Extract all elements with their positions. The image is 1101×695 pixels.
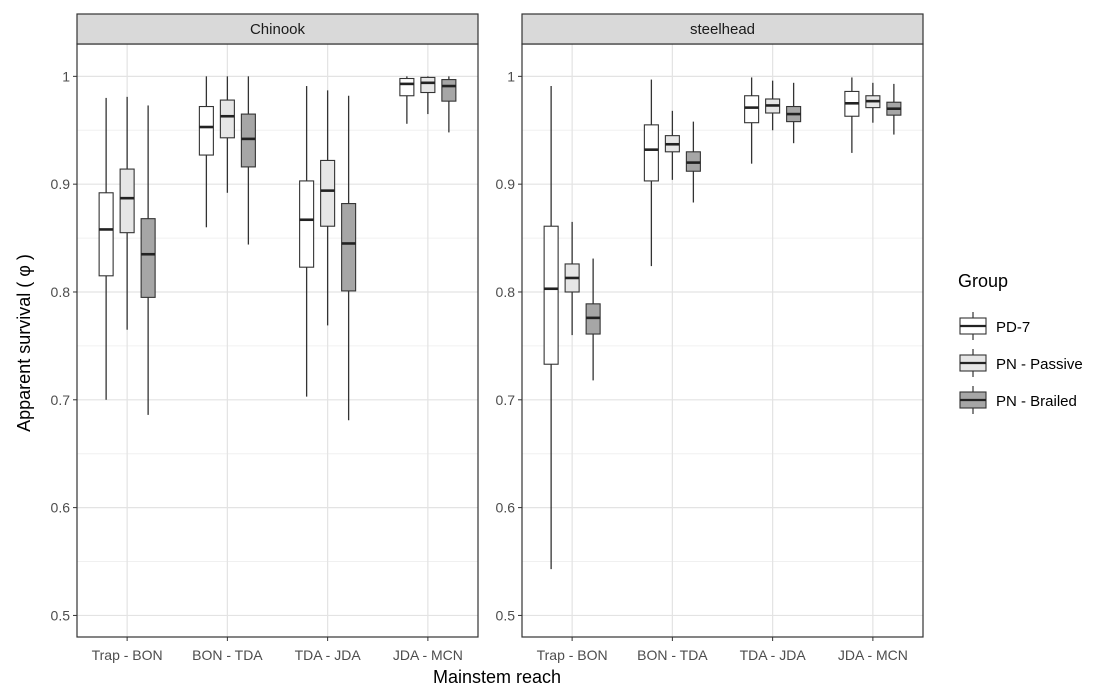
y-tick-label: 0.9 <box>51 176 71 192</box>
x-tick-label: Trap - BON <box>537 647 608 663</box>
box-pn-brailed-3 <box>441 76 457 133</box>
legend-label: PN - Passive <box>996 356 1083 373</box>
box-body <box>299 180 315 268</box>
plot-background <box>77 44 478 637</box>
box-body <box>744 95 760 124</box>
box-body <box>140 218 156 298</box>
box-pn-passive-3 <box>865 82 881 123</box>
box-pd-7-1 <box>643 79 659 267</box>
box-pd-7-0 <box>98 97 114 400</box>
box-pd-7-0 <box>543 86 559 570</box>
x-tick-label: JDA - MCN <box>838 647 908 663</box>
plot-background <box>522 44 923 637</box>
box-pd-7-3 <box>844 77 860 153</box>
y-tick-label: 0.5 <box>496 607 516 623</box>
legend-label: PD-7 <box>996 319 1030 336</box>
box-body <box>219 99 235 139</box>
box-body <box>399 77 415 97</box>
y-tick-label: 0.5 <box>51 607 71 623</box>
box-body <box>240 113 256 168</box>
box-body <box>119 168 135 234</box>
box-pd-7-3 <box>399 76 415 124</box>
y-tick-label: 0.6 <box>496 500 516 516</box>
y-tick-label: 0.9 <box>496 176 516 192</box>
strip-background <box>76 13 479 45</box>
box-body <box>98 192 114 277</box>
box-body <box>320 159 336 227</box>
box-body <box>441 79 457 102</box>
box-pd-7-2 <box>299 86 315 397</box>
box-body <box>643 124 659 182</box>
panel-1: 0.5 0.6 0.7 0.8 0.9 1 Trap - BON BON - TDA TDA -… <box>496 13 924 663</box>
box-pn-passive-3 <box>420 76 436 115</box>
x-axis-title: Mainstem reach <box>433 667 561 687</box>
box-body <box>543 225 559 365</box>
box-pn-passive-1 <box>219 76 235 193</box>
y-tick-label: 0.7 <box>51 392 71 408</box>
box-pd-7-1 <box>198 76 214 228</box>
box-pd-7-2 <box>744 77 760 164</box>
box-pn-passive-0 <box>564 221 580 336</box>
legend: Group PD-7 PN - Passive PN - Brailed <box>958 271 1083 415</box>
strip-background <box>521 13 924 45</box>
legend-label: PN - Brailed <box>996 393 1077 410</box>
legend-key <box>958 348 988 378</box>
box-pn-passive-2 <box>320 90 336 326</box>
box-pn-brailed-0 <box>585 258 601 381</box>
box-pn-passive-0 <box>119 96 135 330</box>
x-tick-label: Trap - BON <box>92 647 163 663</box>
y-tick-label: 0.6 <box>51 500 71 516</box>
x-tick-label: TDA - JDA <box>295 647 362 663</box>
panel-0: 0.5 0.6 0.7 0.8 0.9 1 Trap - BON BON - TDA TDA -… <box>51 13 479 663</box>
y-tick-label: 0.8 <box>51 284 71 300</box>
box-body <box>341 203 357 292</box>
x-tick-label: BON - TDA <box>637 647 708 663</box>
box-body <box>198 105 214 156</box>
box-pn-brailed-3 <box>886 83 902 135</box>
panel-title: steelhead <box>690 21 755 38</box>
legend-key <box>958 311 988 341</box>
box-pn-brailed-2 <box>341 95 357 421</box>
y-tick-label: 0.7 <box>496 392 516 408</box>
x-tick-label: BON - TDA <box>192 647 263 663</box>
legend-key <box>958 385 988 415</box>
box-pn-brailed-0 <box>140 105 156 415</box>
box-body <box>420 76 436 94</box>
box-pn-passive-2 <box>765 80 781 131</box>
box-pn-brailed-2 <box>786 82 802 144</box>
box-pn-brailed-1 <box>685 121 701 203</box>
x-tick-label: TDA - JDA <box>740 647 807 663</box>
panel-title: Chinook <box>250 21 306 38</box>
y-tick-label: 0.8 <box>496 284 516 300</box>
y-tick-label: 1 <box>62 68 70 84</box>
y-tick-label: 1 <box>507 68 515 84</box>
box-pn-passive-1 <box>664 110 680 180</box>
x-tick-label: JDA - MCN <box>393 647 463 663</box>
y-axis-title: Apparent survival ( φ ) <box>14 254 34 432</box>
box-pn-brailed-1 <box>240 76 256 245</box>
legend-title: Group <box>958 271 1008 291</box>
